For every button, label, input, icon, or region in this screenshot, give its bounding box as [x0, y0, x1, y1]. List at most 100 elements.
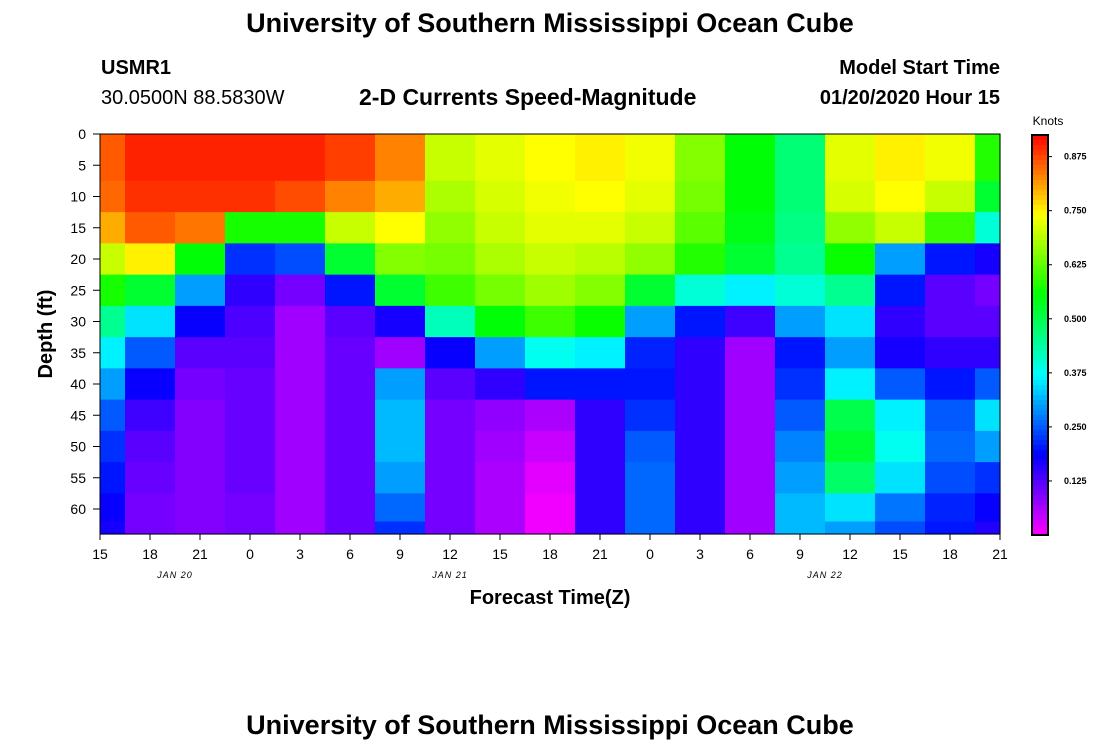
heatmap-cell [125, 180, 176, 213]
heatmap-cell [475, 399, 526, 432]
y-tick-label: 40 [70, 376, 86, 392]
heatmap-cell [975, 274, 1001, 307]
colorbar-segment [1032, 300, 1048, 306]
heatmap-cell [775, 305, 826, 338]
heatmap-cell [975, 212, 1001, 244]
heatmap-cell [475, 149, 526, 182]
heatmap-cell [825, 243, 876, 276]
heatmap-cell [275, 274, 326, 307]
heatmap-cell [725, 149, 776, 182]
heatmap-cell [875, 430, 926, 463]
heatmap-cell [375, 212, 426, 244]
heatmap-cell [375, 134, 426, 151]
heatmap-cell [225, 521, 276, 535]
colorbar-segment [1032, 290, 1048, 296]
heatmap-cell [925, 305, 976, 338]
heatmap-cell [525, 243, 576, 276]
heatmap-cell [625, 462, 676, 494]
heatmap-cell [525, 462, 576, 494]
x-tick-label: 3 [696, 546, 704, 562]
heatmap-cell [975, 368, 1001, 401]
y-tick-label: 55 [70, 470, 86, 486]
colorbar-segment [1032, 280, 1048, 286]
heatmap-cell [775, 493, 826, 523]
heatmap-cell [325, 305, 376, 338]
heatmap-cell [275, 149, 326, 182]
colorbar-segment [1032, 145, 1048, 151]
heatmap-cell [225, 462, 276, 494]
heatmap-cell [525, 368, 576, 401]
colorbar-segment [1032, 390, 1048, 396]
colorbar-tick-label: 0.250 [1064, 422, 1087, 432]
heatmap-cell [825, 399, 876, 432]
heatmap-cell [175, 274, 226, 307]
heatmap-cell [875, 212, 926, 244]
heatmap-cell [975, 180, 1001, 213]
heatmap-cell [625, 368, 676, 401]
heatmap-cell [725, 462, 776, 494]
colorbar-segment [1032, 525, 1048, 531]
heatmap-cell [475, 212, 526, 244]
heatmap-cell [175, 305, 226, 338]
heatmap-cell [575, 337, 626, 369]
colorbar-segment [1032, 315, 1048, 321]
colorbar-segment [1032, 460, 1048, 466]
heatmap-cell [625, 399, 676, 432]
heatmap-cell [575, 274, 626, 307]
heatmap-cell [275, 134, 326, 151]
heatmap-cell [775, 134, 826, 151]
colorbar-segment [1032, 245, 1048, 251]
heatmap-cell [675, 134, 726, 151]
colorbar-segment [1032, 500, 1048, 506]
y-tick-label: 50 [70, 439, 86, 455]
heatmap-cell [625, 493, 676, 523]
heatmap-cell [375, 493, 426, 523]
heatmap-cell [675, 212, 726, 244]
colorbar-segment [1032, 360, 1048, 366]
heatmap-cell [825, 305, 876, 338]
date-label: JAN 22 [806, 570, 843, 580]
heatmap-cell [675, 368, 726, 401]
heatmap-cell [825, 212, 876, 244]
heatmap-cell [775, 337, 826, 369]
heatmap-cell [575, 212, 626, 244]
heatmap-cell [100, 243, 126, 276]
colorbar-segment [1032, 225, 1048, 231]
heatmap-cell [325, 149, 376, 182]
heatmap-cell [975, 134, 1001, 151]
x-tick-label: 15 [492, 546, 508, 562]
heatmap-cell [125, 274, 176, 307]
heatmap-cell [225, 274, 276, 307]
colorbar-segment [1032, 440, 1048, 446]
heatmap-cell [425, 462, 476, 494]
colorbar-title: Knots [1033, 114, 1064, 128]
model-start-label: Model Start Time [839, 57, 1000, 79]
heatmap-cell [475, 180, 526, 213]
colorbar-segment [1032, 410, 1048, 416]
heatmap-cell [425, 521, 476, 535]
heatmap-cell [725, 274, 776, 307]
colorbar-segment [1032, 450, 1048, 456]
colorbar-segment [1032, 330, 1048, 336]
heatmap-cell [125, 521, 176, 535]
heatmap-cell [675, 149, 726, 182]
heatmap-cell [175, 430, 226, 463]
heatmap-cell [475, 521, 526, 535]
heatmap-cell [725, 180, 776, 213]
heatmap-cell [225, 337, 276, 369]
heatmap-cell [775, 243, 826, 276]
heatmap-cell [625, 337, 676, 369]
heatmap-cell [625, 134, 676, 151]
heatmap-cell [125, 212, 176, 244]
y-tick-label: 35 [70, 345, 86, 361]
heatmap-cell [525, 274, 576, 307]
heatmap-cell [275, 493, 326, 523]
colorbar-segment [1032, 490, 1048, 496]
heatmap-cell [125, 462, 176, 494]
heatmap-cell [625, 430, 676, 463]
colorbar-segment [1032, 510, 1048, 516]
colorbar-segment [1032, 305, 1048, 311]
heatmap-cell [875, 337, 926, 369]
heatmap-cell [875, 180, 926, 213]
colorbar-segment [1032, 230, 1048, 236]
